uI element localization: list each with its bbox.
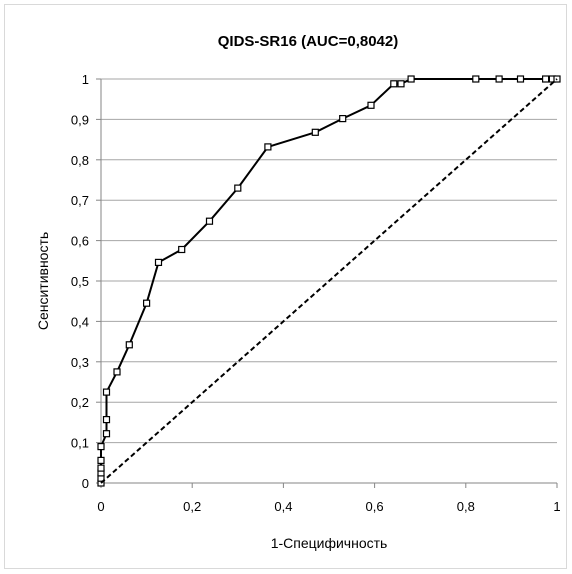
x-tick-label: 0 (97, 499, 104, 514)
data-point-marker (472, 75, 480, 83)
data-point-marker (407, 75, 415, 83)
y-tick-label: 0,7 (71, 193, 89, 208)
y-tick-label: 0,2 (71, 395, 89, 410)
data-point-marker (178, 245, 186, 254)
data-point-marker (339, 114, 347, 123)
y-tick-label: 0,4 (71, 314, 89, 329)
y-tick-label: 0,6 (71, 234, 89, 249)
x-axis-title: 1-Специфичность (271, 535, 388, 551)
data-point-marker (541, 75, 550, 83)
reference-diagonal-line (100, 78, 558, 484)
data-point-marker (97, 443, 105, 451)
axes (96, 78, 558, 488)
data-point-marker (97, 456, 105, 464)
data-point-marker (97, 464, 105, 472)
grid-lines (101, 78, 557, 444)
data-point-marker (234, 184, 242, 192)
data-point-marker (102, 430, 111, 438)
data-point-marker (516, 75, 525, 83)
y-tick-label: 0 (82, 476, 89, 491)
data-point-marker (390, 80, 398, 88)
y-tick-labels: 0 0,1 0,2 0,3 0,4 0,5 0,6 0,7 0,8 0,9 1 (71, 72, 89, 491)
data-point-marker (125, 341, 133, 349)
x-tick-label: 0,4 (274, 499, 292, 514)
data-point-marker (311, 128, 319, 136)
data-point-marker (154, 258, 163, 266)
data-point-marker (495, 75, 503, 83)
data-point-marker (102, 388, 111, 396)
y-tick-label: 1 (82, 72, 89, 87)
data-point-marker (397, 80, 405, 88)
x-tick-label: 0,6 (366, 499, 384, 514)
data-point-marker (143, 299, 151, 307)
x-tick-label: 1 (553, 499, 560, 514)
y-tick-label: 0,9 (71, 112, 89, 127)
series-group (97, 75, 561, 487)
data-point-marker (367, 101, 375, 109)
x-tick-label: 0,8 (457, 499, 475, 514)
data-point-marker (264, 143, 272, 151)
data-point-marker (205, 217, 214, 225)
x-tick-labels: 0 0,2 0,4 0,6 0,8 1 (97, 499, 560, 514)
x-tick-label: 0,2 (183, 499, 201, 514)
y-tick-label: 0,5 (71, 274, 89, 289)
y-axis-title: Сенситивность (35, 232, 51, 330)
data-point-marker (102, 416, 111, 424)
y-tick-label: 0,1 (71, 436, 89, 451)
y-tick-label: 0,3 (71, 355, 89, 370)
chart-title: QIDS-SR16 (AUC=0,8042) (218, 33, 398, 50)
data-point-marker (113, 368, 121, 376)
y-tick-label: 0,8 (71, 153, 89, 168)
